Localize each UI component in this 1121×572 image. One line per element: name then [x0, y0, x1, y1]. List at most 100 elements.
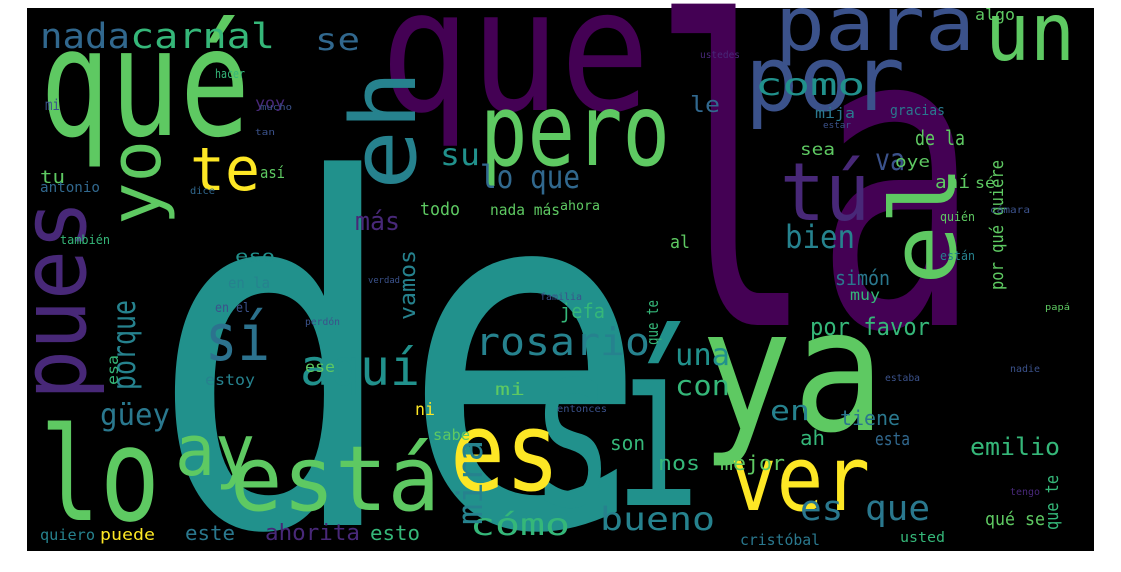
word: su	[440, 138, 480, 173]
word: sé	[975, 174, 995, 192]
word: ahorita	[265, 521, 360, 546]
word: como	[755, 68, 865, 103]
word: tiene	[840, 406, 900, 430]
word: qué	[40, 0, 250, 171]
word: que	[380, 0, 650, 151]
word: mi	[495, 380, 525, 400]
word: cristóbal	[740, 531, 820, 549]
word: mi	[45, 96, 60, 114]
word: estar	[823, 121, 852, 131]
word: de	[150, 80, 650, 572]
word: muy	[850, 286, 880, 304]
word: por	[745, 27, 905, 132]
word: dice	[190, 186, 215, 197]
word: esto	[370, 521, 420, 545]
word: verdad	[368, 276, 400, 286]
word: va	[875, 143, 905, 178]
word: te	[190, 135, 260, 205]
word: están	[940, 249, 975, 263]
word: familia	[540, 292, 582, 303]
word: una	[675, 338, 730, 373]
word: entonces	[557, 404, 607, 415]
word: ya	[700, 273, 885, 471]
word: usted	[900, 530, 945, 546]
word: nada más	[490, 201, 560, 219]
word: jefa	[560, 299, 605, 323]
word: ahí	[935, 172, 970, 193]
word: que te	[1042, 475, 1063, 530]
word: papá	[1045, 303, 1070, 313]
word: hacer	[215, 67, 245, 81]
word: oye	[895, 152, 930, 171]
word: lo que	[480, 158, 580, 196]
word: el	[872, 165, 977, 285]
word: la	[650, 0, 980, 425]
word: un	[985, 0, 1075, 79]
word: cámara	[990, 204, 1030, 216]
word: emilio	[970, 433, 1060, 461]
word: mija	[815, 106, 855, 122]
word: más	[355, 207, 400, 237]
word: le	[690, 93, 720, 118]
word: algo	[975, 5, 1015, 24]
word: sí	[530, 293, 700, 560]
word: sí	[205, 301, 270, 376]
word: en la	[228, 274, 270, 292]
word: así	[260, 163, 285, 182]
word: es que	[800, 489, 930, 529]
word: que te	[643, 300, 662, 345]
word: bueno	[600, 500, 715, 538]
word: porque	[105, 300, 143, 390]
word: antonio	[40, 180, 100, 196]
word: sea	[800, 140, 835, 160]
word: para	[775, 0, 975, 68]
word: en	[770, 394, 810, 427]
word: qué se	[985, 509, 1045, 530]
word: nos	[658, 451, 700, 475]
word: quiero	[40, 526, 95, 544]
word: sabe	[433, 426, 470, 444]
word: esta	[875, 429, 910, 450]
word: eso	[235, 247, 275, 267]
word: bien	[785, 218, 855, 256]
word: es	[450, 388, 560, 516]
word: con	[675, 369, 730, 402]
word: carnal	[130, 17, 275, 57]
word: por qué quiere	[987, 160, 1008, 290]
word: lo	[40, 399, 160, 551]
word: rosario	[475, 320, 650, 364]
word: está	[230, 427, 440, 532]
word: todo	[420, 199, 460, 220]
word: aquí	[300, 339, 420, 397]
word: ah	[800, 426, 825, 450]
word: nadie	[1010, 364, 1040, 375]
word: güey	[100, 398, 170, 433]
word: mejor	[720, 451, 785, 475]
word: en el	[215, 301, 250, 316]
word: ustedes	[700, 50, 740, 61]
word: cómo	[470, 508, 570, 543]
word: puede	[100, 525, 155, 544]
word: simón	[835, 266, 890, 290]
word: yo	[95, 140, 177, 225]
word: nada	[40, 17, 130, 57]
word: ni	[415, 400, 435, 420]
word: ver	[730, 427, 870, 532]
word: estoy	[205, 371, 255, 389]
word: tengo	[1010, 487, 1040, 498]
word: ahora	[560, 199, 600, 214]
word: al	[670, 232, 690, 253]
word: mucho	[260, 103, 292, 113]
word: eh	[332, 70, 437, 190]
word: ese	[305, 358, 335, 376]
word: mira	[451, 440, 491, 525]
word: estaba	[885, 373, 920, 384]
word: esa	[104, 355, 122, 385]
word: quién	[940, 210, 975, 224]
cloud-background	[27, 8, 1094, 551]
word: pero	[480, 72, 670, 189]
word: son	[610, 431, 645, 455]
word: también	[60, 233, 110, 247]
